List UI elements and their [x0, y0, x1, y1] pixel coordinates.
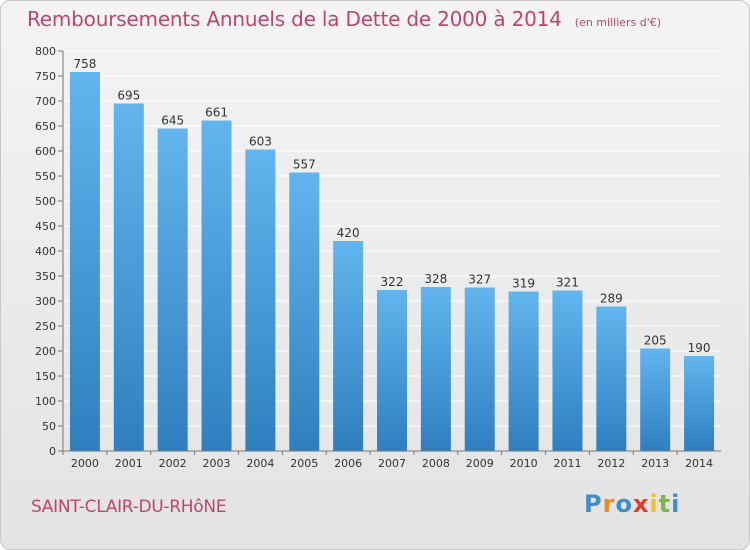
x-tick-label: 2008 [422, 457, 450, 470]
x-tick-label: 2006 [334, 457, 362, 470]
bar-2000 [69, 72, 100, 451]
x-tick-label: 2003 [203, 457, 231, 470]
bars [69, 72, 715, 451]
bar-2009 [464, 287, 495, 451]
y-tick-label: 500 [35, 195, 56, 208]
data-label: 319 [512, 277, 535, 291]
x-tick-label: 2012 [597, 457, 625, 470]
y-tick-label: 750 [35, 70, 56, 83]
logo-letter: i [671, 490, 681, 518]
x-tick-label: 2009 [466, 457, 494, 470]
logo-letter: o [615, 490, 633, 518]
city-name: SAINT-CLAIR-DU-RHôNE [31, 497, 227, 517]
bar-2012 [596, 306, 627, 451]
bar-2001 [113, 103, 144, 451]
bar-2002 [157, 128, 188, 451]
data-label: 321 [556, 276, 579, 290]
data-label: 328 [424, 272, 447, 286]
data-label: 603 [249, 135, 272, 149]
axes: 0 50 100 150 200 250 300 350 400 450 500 550 600 650 7… [35, 45, 721, 470]
data-label: 420 [337, 226, 360, 240]
x-tick-label: 2000 [71, 457, 99, 470]
title-row: Remboursements Annuels de la Dette de 20… [27, 7, 661, 31]
x-tick-label: 2011 [553, 457, 581, 470]
y-tick-label: 50 [42, 420, 56, 433]
data-label: 557 [293, 158, 316, 172]
logo-letter: x [632, 490, 650, 518]
proxiti-logo: Proxiti [584, 490, 680, 518]
y-tick-label: 350 [35, 270, 56, 283]
bar-2010 [508, 291, 539, 451]
data-label: 289 [600, 292, 623, 306]
bar-2005 [289, 172, 320, 451]
data-label: 190 [688, 341, 711, 355]
y-tick-label: 400 [35, 245, 56, 258]
bar-2004 [245, 149, 276, 451]
logo-letter: t [658, 490, 672, 518]
data-label: 758 [73, 57, 96, 71]
bar-2007 [377, 290, 407, 451]
x-tick-label: 2002 [159, 457, 187, 470]
data-label: 695 [117, 89, 140, 103]
y-tick-label: 250 [35, 320, 56, 333]
x-tick-label: 2010 [510, 457, 538, 470]
bar-2003 [201, 120, 232, 451]
data-label: 322 [381, 275, 404, 289]
x-tick-label: 2001 [115, 457, 143, 470]
logo-letter: i [649, 490, 659, 518]
chart-title: Remboursements Annuels de la Dette de 20… [27, 7, 562, 31]
x-tick-label: 2005 [290, 457, 318, 470]
data-label: 205 [644, 334, 667, 348]
data-label: 327 [468, 273, 491, 287]
y-tick-label: 800 [35, 45, 56, 58]
bar-2013 [640, 348, 671, 451]
x-tick-label: 2014 [685, 457, 713, 470]
bar-2011 [552, 290, 583, 451]
y-tick-label: 600 [35, 145, 56, 158]
y-tick-label: 450 [35, 220, 56, 233]
x-tick-label: 2007 [378, 457, 406, 470]
x-tick-label: 2013 [641, 457, 669, 470]
y-tick-label: 550 [35, 170, 56, 183]
y-tick-label: 300 [35, 295, 56, 308]
data-labels: 758 695 645 661 603 557 420 322 328 327 319 321 289 2… [73, 57, 710, 355]
x-tick-label: 2004 [246, 457, 274, 470]
y-tick-label: 700 [35, 95, 56, 108]
y-tick-label: 100 [35, 395, 56, 408]
data-label: 645 [161, 114, 184, 128]
y-tick-label: 0 [49, 445, 56, 458]
y-tick-label: 650 [35, 120, 56, 133]
y-tick-label: 150 [35, 370, 56, 383]
data-label: 661 [205, 106, 228, 120]
chart-subtitle: (en milliers d'€) [574, 16, 662, 29]
bar-2006 [333, 241, 364, 451]
y-tick-label: 200 [35, 345, 56, 358]
logo-letter: P [584, 490, 603, 518]
logo-letter: r [602, 490, 616, 518]
bar-2008 [420, 287, 451, 451]
bar-2014 [684, 356, 715, 451]
